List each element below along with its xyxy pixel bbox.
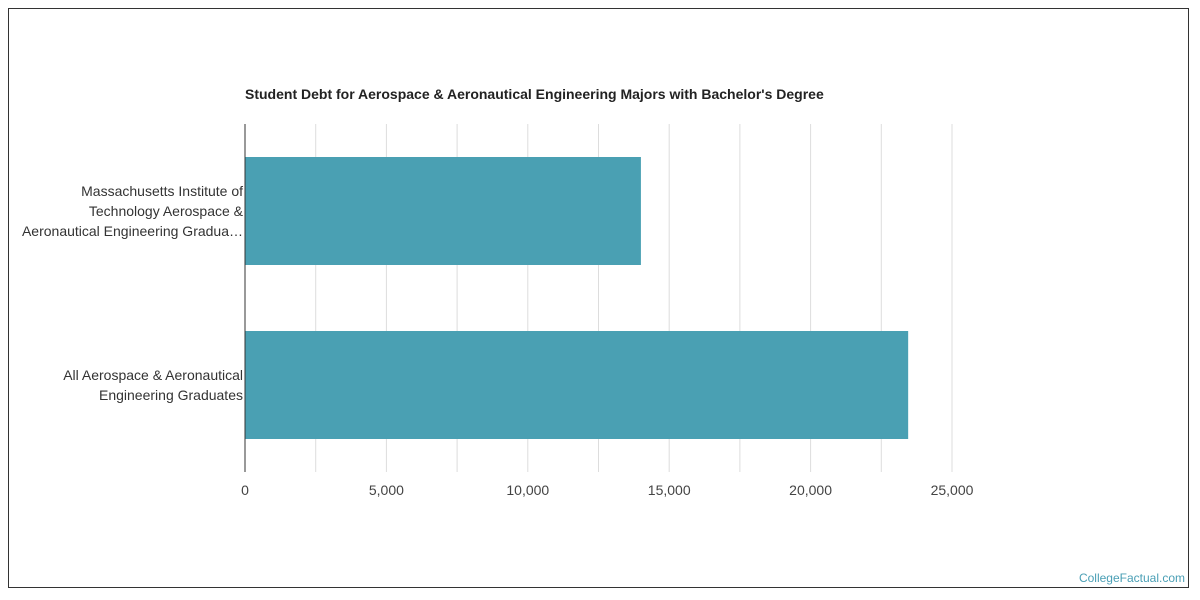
category-label-line: Engineering Graduates xyxy=(99,387,243,403)
watermark-text: CollegeFactual.com xyxy=(1079,571,1185,585)
x-tick-label: 0 xyxy=(241,482,249,498)
category-label-line: Aeronautical Engineering Gradua… xyxy=(22,223,243,239)
category-label: All Aerospace & Aeronautical Engineering … xyxy=(63,367,243,403)
x-tick-label: 15,000 xyxy=(648,482,691,498)
x-tick-label: 20,000 xyxy=(789,482,832,498)
category-label-line: Massachusetts Institute of xyxy=(81,183,243,199)
x-tick-label: 25,000 xyxy=(931,482,974,498)
category-label: Massachusetts Institute of Technology Aer… xyxy=(22,183,244,239)
bar xyxy=(245,331,909,439)
labels: Massachusetts Institute of Technology Aer… xyxy=(22,183,974,498)
bar xyxy=(245,157,641,265)
category-label-line: All Aerospace & Aeronautical xyxy=(63,367,243,383)
chart-title: Student Debt for Aerospace & Aeronautica… xyxy=(245,86,824,102)
bars xyxy=(245,157,909,439)
x-tick-label: 10,000 xyxy=(506,482,549,498)
x-tick-label: 5,000 xyxy=(369,482,404,498)
category-label-line: Technology Aerospace & xyxy=(89,203,244,219)
